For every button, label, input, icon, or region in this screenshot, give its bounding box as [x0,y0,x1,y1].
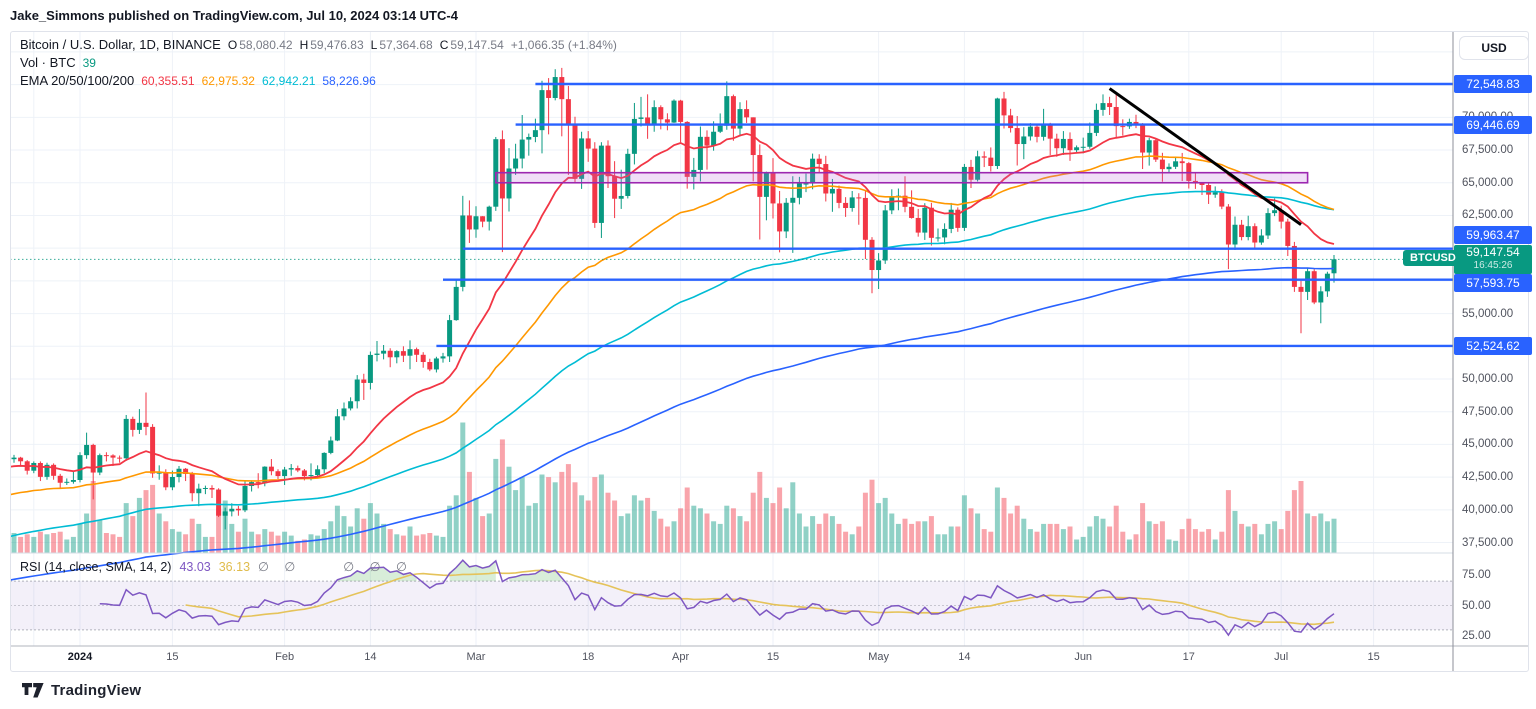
price-tick-label: 67,500.00 [1462,144,1514,157]
time-tick-label: Apr [672,651,690,663]
ema50-line [10,155,1335,496]
price-tick-label: 55,000.00 [1462,307,1514,320]
rsi-tick-label: 25.00 [1462,630,1491,642]
volume-row: Vol · BTC 39 [20,55,617,73]
symbol-row: Bitcoin / U.S. Dollar, 1D, BINANCE O 58,… [20,37,617,55]
rsi-null-values-a: ∅ ∅ [258,560,302,574]
rsi-sma-value: 36.13 [218,560,251,574]
time-tick-label: Feb [275,651,295,663]
rsi-line [99,559,1335,637]
volume-value: 39 [82,56,96,70]
rsi-value: 43.03 [179,560,211,574]
tradingview-logo[interactable]: TradingView [22,682,141,699]
time-tick-label: 15 [766,651,780,663]
bar-countdown: 16:45:26 [1473,260,1513,272]
published-header: Jake_Simmons published on TradingView.co… [10,8,458,23]
symbol-badge: BTCUSD [1403,250,1463,267]
price-level-label: 52,524.62 [1454,336,1532,355]
price-tick-label: 62,500.00 [1462,209,1514,222]
time-tick-label: 15 [166,651,179,663]
time-tick-label: 15 [1367,651,1380,663]
high-value: 59,476.83 [310,38,364,52]
currency-toggle-button[interactable]: USD [1459,36,1529,60]
open-value: 58,080.42 [239,38,293,52]
low-value: 57,364.68 [379,38,433,52]
ema20-line [10,132,1335,486]
tradingview-logo-text: TradingView [51,682,142,699]
rsi-tick-label: 50.00 [1462,599,1491,612]
time-tick-label: 14 [364,651,377,663]
ema-row: EMA 20/50/100/200 60,355.51 62,975.32 62… [20,73,617,91]
ema200-line [10,266,1335,581]
time-tick-label: 18 [582,651,595,663]
ema20-value: 60,355.51 [141,74,195,88]
symbol-title: Bitcoin / U.S. Dollar, 1D, BINANCE [20,37,221,52]
rsi-null-values-b: ∅ ∅ ∅ [343,560,413,574]
time-tick-label: May [868,651,889,663]
current-price-label: 59,147.54 16:45:26 [1454,244,1532,274]
rsi-title: RSI (14, close, SMA, 14, 2) [20,560,172,574]
rsi-pane [10,559,1453,637]
change-value: +1,066.35 (+1.84%) [510,38,617,52]
price-level-label: 57,593.75 [1454,274,1532,293]
rsi-sma-line [185,569,1335,626]
time-tick-label: 14 [958,651,971,663]
time-tick-label: 17 [1182,651,1195,663]
price-tick-label: 47,500.00 [1462,405,1514,418]
rsi-tick-label: 75.00 [1462,569,1491,581]
price-tick-label: 37,500.00 [1462,536,1514,549]
price-tick-label: 45,000.00 [1462,438,1514,451]
price-tick-label: 42,500.00 [1462,471,1514,484]
ema-label: EMA 20/50/100/200 [20,73,135,88]
candles-layer [11,67,1337,530]
time-tick-label: Mar [466,651,486,663]
open-label: O [227,38,238,52]
rsi-legend: RSI (14, close, SMA, 14, 2) 43.03 36.13 … [20,559,413,574]
ema100-value: 62,942.21 [261,74,316,88]
close-value: 59,147.54 [450,38,504,52]
ema50-value: 62,975.32 [201,74,255,88]
high-label: H [299,38,309,52]
price-tick-label: 50,000.00 [1462,373,1514,385]
volume-layer [11,422,1337,553]
price-tick-label: 65,000.00 [1462,176,1514,189]
current-price-value: 59,147.54 [1466,245,1520,260]
time-tick-label: Jun [1074,651,1093,663]
price-level-label: 69,446.69 [1454,115,1532,134]
low-label: L [370,38,378,52]
ema200-value: 58,226.96 [322,74,376,88]
volume-label: Vol · BTC [20,55,76,70]
plot-area [10,31,1453,646]
price-level-label: 59,963.47 [1454,226,1532,245]
ema100-line [10,190,1335,538]
price-level-label: 72,548.83 [1454,75,1532,93]
time-tick-label: Jul [1274,651,1289,663]
time-tick-label: 2024 [67,651,93,663]
tradingview-logo-icon [22,683,44,698]
supply-zone [494,171,1309,184]
close-label: C [439,38,449,52]
descending-trendline [1108,87,1302,226]
price-tick-label: 40,000.00 [1462,503,1514,516]
chart-legend: Bitcoin / U.S. Dollar, 1D, BINANCE O 58,… [20,37,617,91]
